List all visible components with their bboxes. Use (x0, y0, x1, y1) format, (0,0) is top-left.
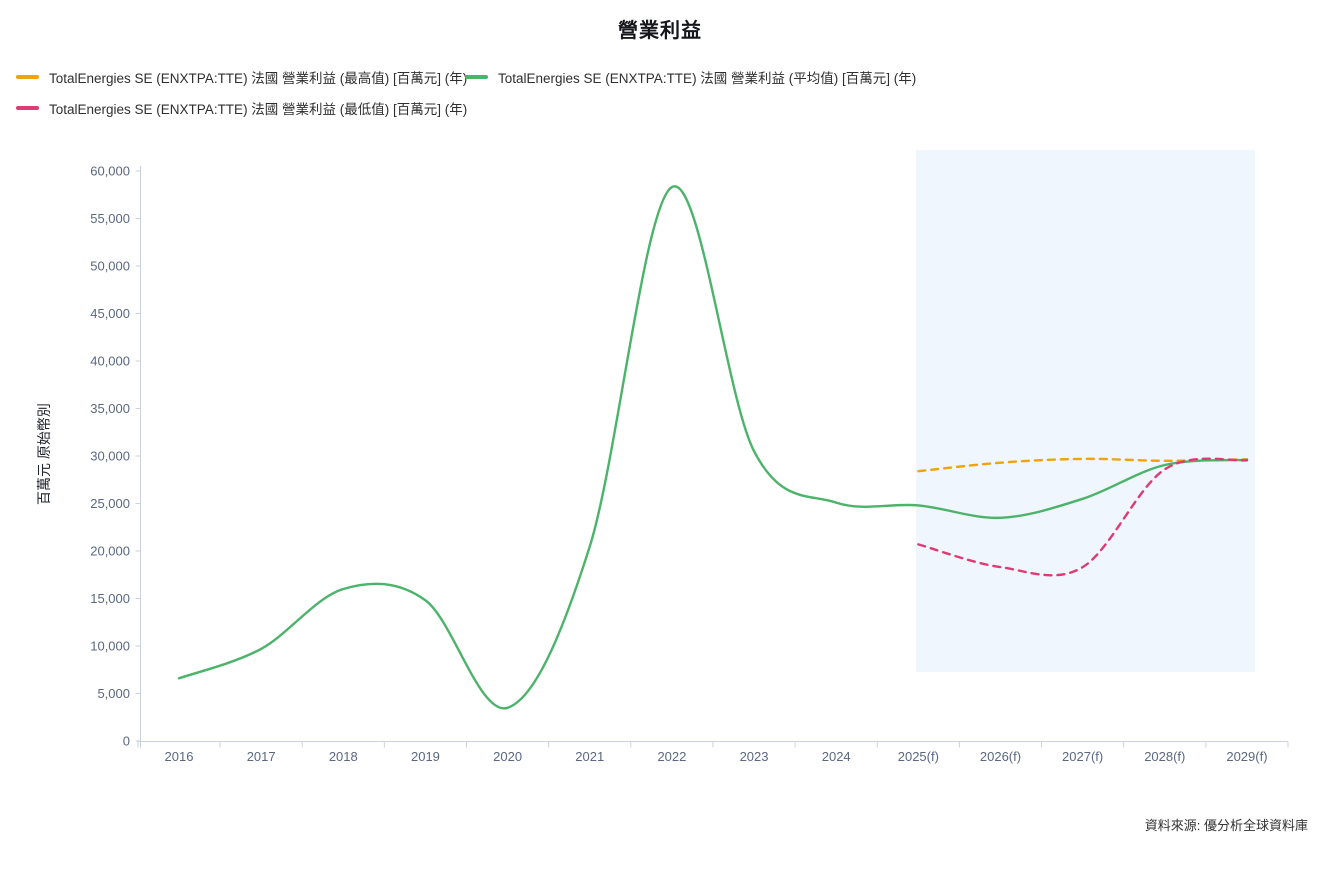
legend-swatch-max-icon (16, 75, 39, 79)
x-axis-tick-label: 2016 (165, 749, 194, 764)
x-axis-tick-label: 2017 (247, 749, 276, 764)
series-line-avg (177, 185, 1249, 710)
y-axis-tick-label: 45,000 (90, 306, 130, 321)
legend-item-avg[interactable]: TotalEnergies SE (ENXTPA:TTE) 法國 營業利益 (平… (465, 66, 917, 88)
y-axis-tick-label: 35,000 (90, 401, 130, 416)
y-axis-tick-label: 10,000 (90, 639, 130, 654)
y-axis-tick-label: 25,000 (90, 496, 130, 511)
legend-label-avg: TotalEnergies SE (ENXTPA:TTE) 法國 營業利益 (平… (498, 71, 917, 86)
forecast-band (916, 150, 1255, 672)
y-axis-tick-label: 50,000 (90, 259, 130, 274)
x-axis-tick-label: 2020 (493, 749, 522, 764)
x-axis-tick-label: 2018 (329, 749, 358, 764)
x-axis-tick-label: 2027(f) (1062, 749, 1103, 764)
legend-item-max[interactable]: TotalEnergies SE (ENXTPA:TTE) 法國 營業利益 (最… (16, 66, 468, 88)
series-line-min (917, 457, 1249, 577)
x-axis-tick-label: 2026(f) (980, 749, 1021, 764)
x-axis-tick-label: 2022 (657, 749, 686, 764)
x-axis-tick-label: 2025(f) (898, 749, 939, 764)
x-axis-tick-label: 2028(f) (1144, 749, 1185, 764)
legend-label-min: TotalEnergies SE (ENXTPA:TTE) 法國 營業利益 (最… (49, 102, 468, 117)
legend-label-max: TotalEnergies SE (ENXTPA:TTE) 法國 營業利益 (最… (49, 71, 468, 86)
x-axis-tick-label: 2021 (575, 749, 604, 764)
x-axis-tick-label: 2029(f) (1226, 749, 1267, 764)
y-axis-tick-label: 40,000 (90, 354, 130, 369)
y-axis-tick-label: 60,000 (90, 164, 130, 179)
chart-title: 營業利益 (618, 20, 702, 42)
y-axis-tick-label: 55,000 (90, 211, 130, 226)
y-axis-tick-label: 30,000 (90, 449, 130, 464)
x-axis-tick-label: 2019 (411, 749, 440, 764)
x-axis-tick-label: 2024 (822, 749, 851, 764)
legend-swatch-min-icon (16, 106, 39, 110)
legend-item-min[interactable]: TotalEnergies SE (ENXTPA:TTE) 法國 營業利益 (最… (16, 97, 468, 119)
source-note: 資料來源: 優分析全球資料庫 (1144, 818, 1308, 833)
legend-swatch-avg-icon (465, 75, 488, 79)
y-axis-tick-label: 0 (123, 734, 130, 749)
y-axis-tick-label: 15,000 (90, 591, 130, 606)
y-axis-tick-label: 5,000 (97, 686, 130, 701)
y-axis-tick-label: 20,000 (90, 544, 130, 559)
x-axis-tick-label: 2023 (740, 749, 769, 764)
legend: TotalEnergies SE (ENXTPA:TTE) 法國 營業利益 (最… (16, 66, 976, 128)
